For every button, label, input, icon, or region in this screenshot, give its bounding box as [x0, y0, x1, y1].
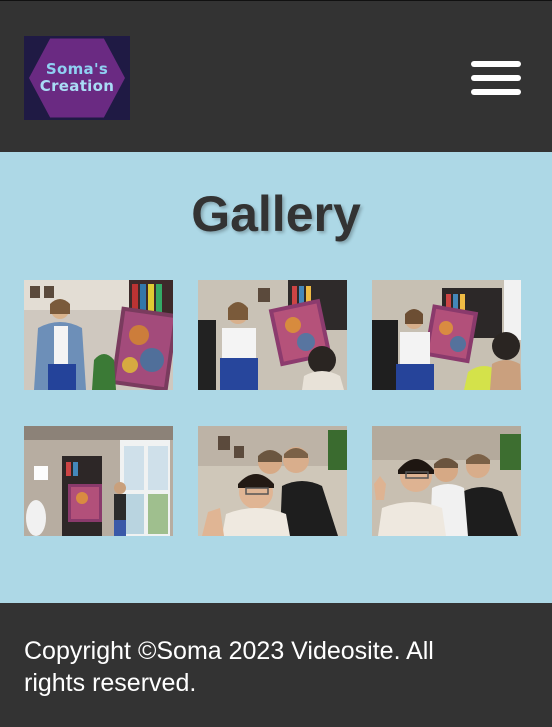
site-footer: Copyright ©Soma 2023 Videosite. All righ…	[0, 603, 552, 727]
menu-bar-bottom	[471, 89, 521, 95]
site-logo[interactable]: Soma's Creation	[24, 36, 130, 120]
gallery-photo-4[interactable]	[24, 426, 173, 536]
gallery-photo-2[interactable]	[198, 280, 347, 390]
gallery-photo-3[interactable]	[372, 280, 521, 390]
menu-bar-top	[471, 61, 521, 67]
logo-text-line2: Creation	[39, 77, 115, 95]
photo-woman-holding-painting-icon	[198, 280, 347, 390]
gallery-photo-1[interactable]	[24, 280, 173, 390]
hamburger-menu-icon[interactable]	[471, 61, 521, 95]
gallery-photo-6[interactable]	[372, 426, 521, 536]
gallery-photo-5[interactable]	[198, 426, 347, 536]
menu-bar-middle	[471, 75, 521, 81]
gallery-section: Gallery	[0, 152, 552, 603]
logo-hexagon: Soma's Creation	[29, 38, 125, 118]
photo-woman-denim-jacket-icon	[24, 280, 173, 390]
logo-text-line1: Soma's	[45, 60, 109, 78]
copyright-text: Copyright ©Soma 2023 Videosite. All righ…	[24, 637, 434, 697]
site-header: Soma's Creation	[0, 0, 552, 152]
photo-group-selfie-icon	[198, 426, 347, 536]
gallery-title: Gallery	[191, 186, 361, 242]
photo-group-selfie-peace-sign-icon	[372, 426, 521, 536]
photo-woman-interviewed-icon	[372, 280, 521, 390]
photo-room-window-icon	[24, 426, 173, 536]
